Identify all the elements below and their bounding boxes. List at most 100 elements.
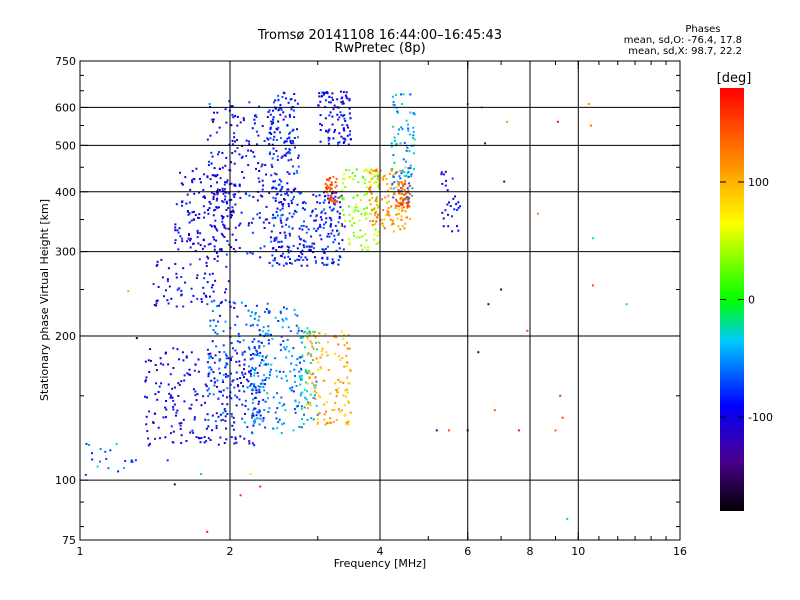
data-point bbox=[207, 425, 210, 428]
data-point bbox=[197, 370, 200, 373]
data-point bbox=[245, 323, 248, 326]
data-point bbox=[268, 221, 271, 224]
data-point bbox=[392, 230, 395, 233]
data-point bbox=[311, 209, 314, 212]
data-point bbox=[339, 111, 342, 114]
data-point bbox=[243, 350, 246, 353]
data-point bbox=[349, 369, 352, 372]
data-point bbox=[338, 255, 341, 258]
data-point bbox=[289, 262, 292, 264]
data-point bbox=[346, 97, 349, 100]
data-point bbox=[216, 229, 219, 232]
data-point bbox=[387, 194, 390, 197]
data-point bbox=[284, 193, 287, 196]
data-point bbox=[340, 135, 343, 138]
data-point bbox=[165, 351, 167, 354]
data-point bbox=[275, 236, 278, 239]
data-point bbox=[209, 224, 212, 227]
data-point bbox=[262, 398, 265, 401]
data-point bbox=[270, 236, 272, 239]
data-point bbox=[189, 431, 192, 434]
data-point bbox=[286, 137, 289, 140]
data-point bbox=[328, 114, 331, 117]
data-point bbox=[311, 211, 313, 214]
data-point bbox=[206, 348, 209, 351]
data-point bbox=[240, 156, 243, 159]
grid-lines bbox=[80, 61, 680, 540]
data-point bbox=[166, 459, 169, 462]
data-point bbox=[397, 183, 400, 186]
data-point bbox=[320, 211, 323, 214]
data-point bbox=[315, 380, 318, 383]
data-point bbox=[262, 359, 265, 362]
data-point bbox=[211, 284, 214, 286]
data-point bbox=[290, 142, 293, 145]
data-point bbox=[304, 369, 307, 372]
data-point bbox=[179, 427, 182, 430]
data-point bbox=[155, 264, 158, 267]
data-point bbox=[233, 442, 236, 445]
data-point bbox=[331, 209, 334, 212]
data-point bbox=[407, 127, 410, 130]
data-point bbox=[208, 371, 211, 374]
data-point bbox=[266, 302, 269, 305]
data-point bbox=[145, 376, 148, 379]
data-point bbox=[215, 252, 218, 254]
data-point bbox=[348, 99, 351, 102]
data-point bbox=[280, 201, 283, 203]
data-point bbox=[91, 452, 93, 455]
data-point bbox=[230, 359, 232, 361]
data-point bbox=[231, 105, 234, 108]
data-point bbox=[330, 217, 333, 220]
data-point bbox=[282, 204, 284, 207]
data-point bbox=[269, 127, 272, 130]
data-point bbox=[317, 421, 319, 424]
data-point bbox=[342, 177, 345, 180]
data-point bbox=[162, 416, 165, 419]
data-point bbox=[212, 198, 215, 200]
data-point bbox=[294, 210, 297, 213]
data-point bbox=[280, 335, 283, 338]
data-point bbox=[330, 219, 333, 222]
data-point bbox=[241, 155, 244, 158]
data-point bbox=[296, 203, 299, 206]
data-point bbox=[290, 362, 293, 365]
data-point bbox=[279, 113, 282, 116]
data-point bbox=[181, 200, 184, 203]
data-point bbox=[230, 124, 233, 127]
data-point bbox=[386, 210, 389, 213]
data-point bbox=[165, 416, 167, 419]
data-point bbox=[287, 249, 290, 251]
data-point bbox=[312, 418, 315, 421]
data-point bbox=[270, 163, 273, 166]
data-point bbox=[315, 215, 318, 218]
data-point bbox=[319, 395, 322, 398]
data-point bbox=[243, 421, 246, 424]
data-point bbox=[392, 101, 395, 103]
data-point bbox=[307, 352, 310, 355]
data-point bbox=[232, 116, 235, 119]
data-point bbox=[206, 361, 209, 364]
data-point bbox=[258, 212, 261, 214]
data-point bbox=[345, 365, 348, 368]
data-point bbox=[290, 191, 293, 194]
data-point bbox=[287, 194, 290, 197]
data-point bbox=[392, 176, 395, 178]
data-point bbox=[203, 211, 206, 214]
data-point bbox=[341, 198, 344, 201]
data-point bbox=[382, 175, 385, 178]
data-point bbox=[339, 256, 342, 259]
data-point bbox=[284, 115, 287, 118]
data-point bbox=[220, 419, 223, 422]
data-point bbox=[296, 128, 298, 131]
data-point bbox=[253, 407, 256, 410]
data-point bbox=[364, 178, 367, 181]
data-point bbox=[317, 104, 319, 107]
data-point bbox=[312, 397, 315, 399]
data-point bbox=[207, 212, 210, 215]
data-point bbox=[377, 213, 380, 216]
data-point bbox=[372, 169, 375, 172]
data-point bbox=[253, 353, 256, 356]
data-point bbox=[318, 95, 321, 98]
data-point bbox=[238, 184, 241, 187]
